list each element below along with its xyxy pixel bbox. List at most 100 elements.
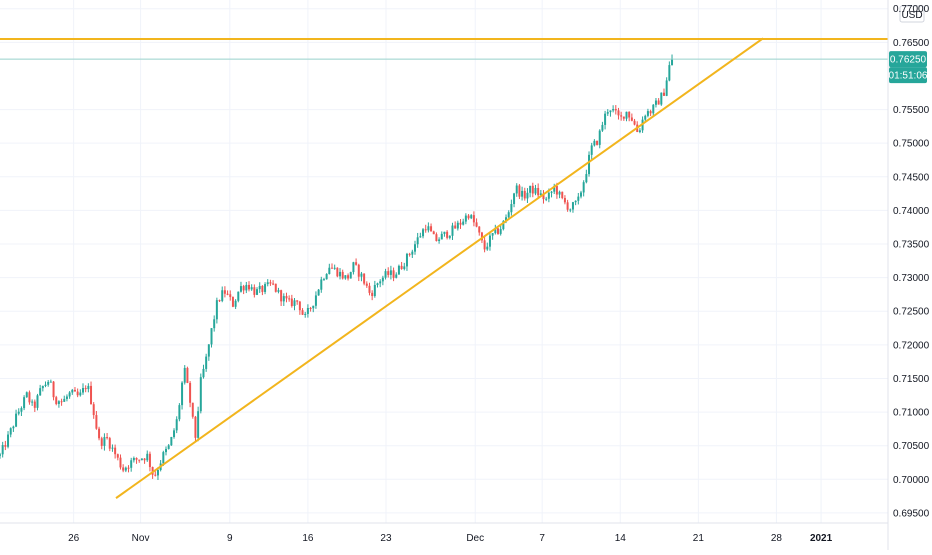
candle-body [598, 130, 601, 145]
candle-body [464, 215, 467, 222]
candle-body [261, 285, 264, 292]
candle-body [114, 447, 117, 455]
candle-body [614, 109, 617, 111]
candle-body [178, 405, 181, 420]
candle-body [660, 92, 663, 105]
candle-body [427, 226, 430, 231]
candle-body [146, 453, 149, 461]
candle-body [625, 111, 628, 119]
candle-body [247, 284, 250, 290]
candle-body [363, 273, 366, 284]
candle-body [135, 457, 138, 460]
candle-body [368, 285, 371, 293]
price-tick-label: 0.75500 [893, 105, 930, 116]
candle-body [574, 200, 577, 203]
price-tick-label: 0.72500 [893, 307, 930, 318]
candle-body [226, 293, 229, 295]
candle-body [339, 271, 342, 277]
candle-body [563, 197, 566, 203]
candle-body [456, 222, 459, 229]
candle-body [392, 270, 395, 278]
candle-body [459, 222, 462, 225]
time-tick-label: 2021 [810, 533, 833, 544]
candle-body [57, 401, 60, 404]
price-tick-label: 0.74500 [893, 172, 930, 183]
candle-body [662, 92, 665, 96]
candle-body [590, 145, 593, 155]
candle-body [0, 454, 1, 456]
candle-body [646, 111, 649, 116]
candle-body [124, 467, 127, 471]
candle-body [202, 368, 205, 378]
candle-body [194, 416, 197, 438]
candle-body [9, 428, 12, 435]
candle-body [609, 110, 612, 113]
price-axis[interactable]: USD 0.77000 0.76500 0.75500 0.75000 0.74500 0… [893, 4, 930, 519]
candle-body [604, 113, 607, 125]
candle-body [547, 192, 550, 199]
candle-body [397, 265, 400, 275]
candle-body [81, 388, 84, 393]
last-price-badge [889, 51, 927, 68]
candle-body [376, 283, 379, 285]
candle-body [143, 458, 146, 461]
candle-body [304, 313, 307, 315]
candle-body [561, 191, 564, 198]
candle-body [518, 185, 521, 197]
candle-body [478, 226, 481, 233]
candle-body [496, 228, 499, 234]
candle-body [285, 296, 288, 299]
candle-body [312, 305, 315, 309]
candle-body [505, 217, 508, 222]
time-tick-label: 21 [693, 533, 705, 544]
candle-body [413, 244, 416, 252]
candle-body [523, 190, 526, 199]
candle-body [422, 229, 425, 237]
candle-body [424, 229, 427, 231]
candle-body [472, 215, 475, 223]
time-axis[interactable]: 26 Nov 9 16 23 Dec 7 14 21 28 2021 [68, 533, 833, 544]
candle-body [76, 391, 79, 396]
candle-body [1, 445, 4, 455]
candle-body [239, 286, 242, 292]
time-tick-label: 7 [539, 533, 545, 544]
candle-body [90, 385, 93, 405]
price-tick-label: 0.74000 [893, 206, 930, 217]
candle-body [408, 253, 411, 255]
candle-body [20, 408, 23, 412]
candle-body [293, 300, 296, 306]
candle-body [288, 298, 291, 300]
currency-badge[interactable] [899, 5, 925, 23]
candle-body [47, 381, 50, 385]
candle-body [44, 384, 47, 386]
candle-body [242, 286, 245, 291]
candle-body [467, 215, 470, 219]
candle-body [65, 396, 68, 399]
price-tick-label: 0.70500 [893, 441, 930, 452]
candle-body [290, 298, 293, 306]
candle-body [277, 290, 280, 292]
candle-body [231, 297, 234, 307]
price-tick-label: 0.70000 [893, 475, 930, 486]
candle-body [328, 267, 331, 275]
candle-body [545, 198, 548, 200]
candle-body [638, 130, 641, 133]
time-tick-label: Dec [466, 533, 484, 544]
time-tick-label: 28 [771, 533, 783, 544]
candle-body [79, 392, 82, 396]
candle-body [95, 415, 98, 429]
candle-body [620, 115, 623, 117]
candle-body [298, 301, 301, 311]
candle-body [582, 182, 585, 193]
candle-body [116, 454, 119, 458]
ascending-trendline[interactable] [115, 37, 764, 499]
candle-body [389, 270, 392, 275]
price-tick-label: 0.69500 [893, 508, 930, 519]
candle-body [164, 448, 167, 453]
candle-body [440, 233, 443, 240]
time-tick-label: 26 [68, 533, 80, 544]
candle-body [529, 185, 532, 193]
candle-body [322, 279, 325, 281]
candle-body [633, 120, 636, 125]
